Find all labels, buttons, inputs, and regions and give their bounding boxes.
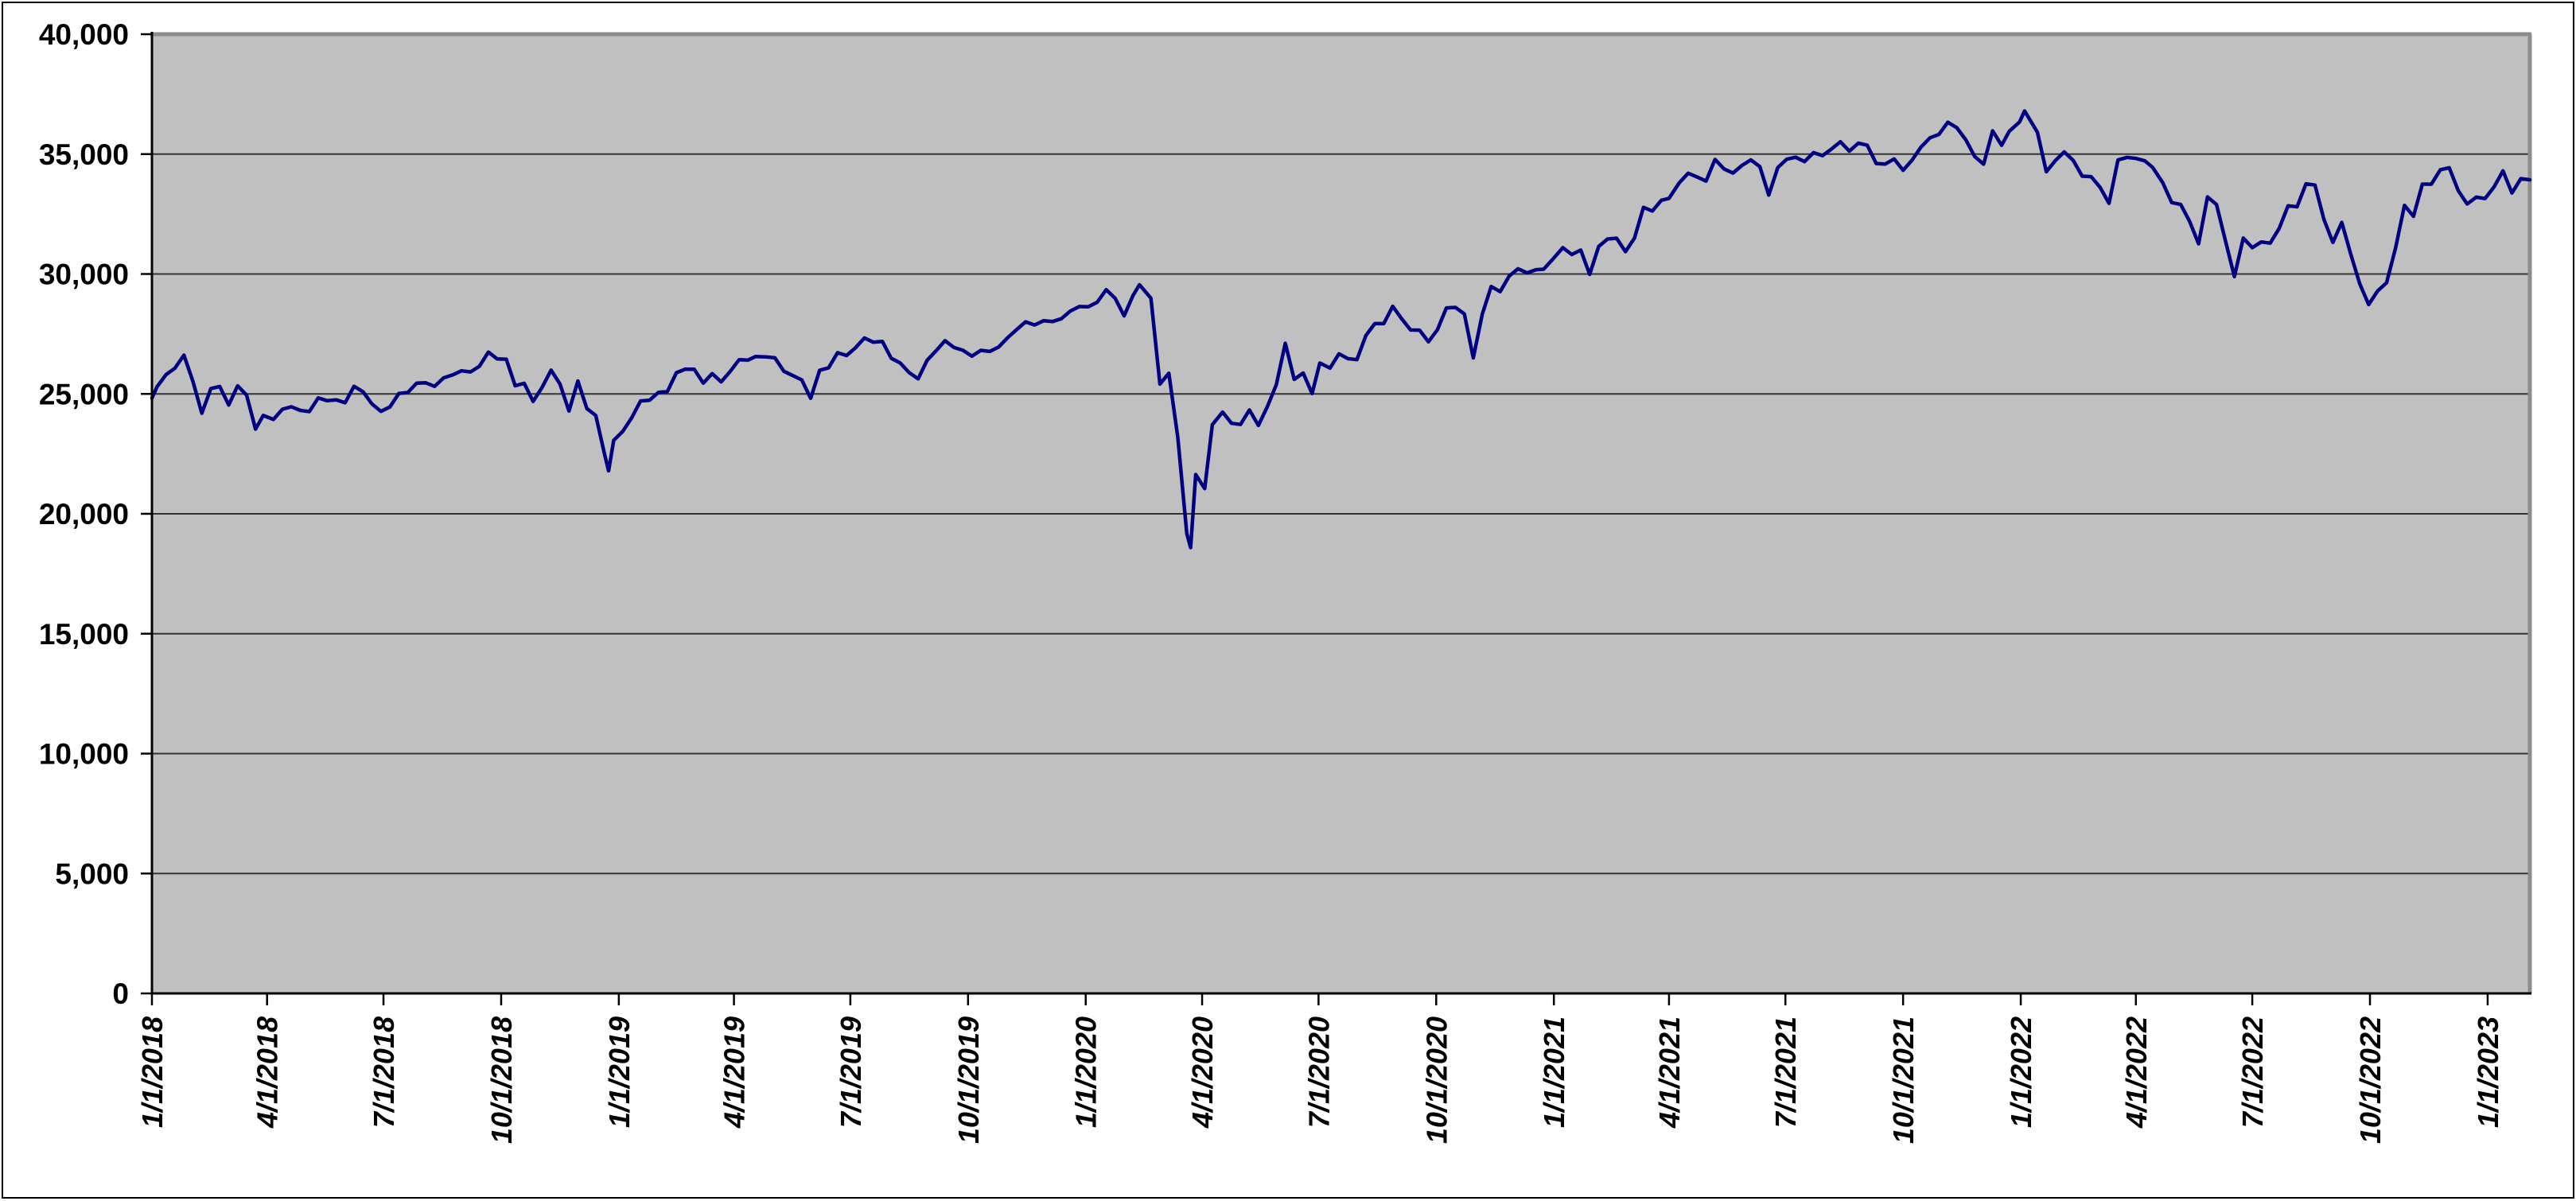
- x-axis-tick-label: 7/1/2019: [835, 1016, 867, 1128]
- x-axis-tick-label: 10/1/2018: [485, 1016, 518, 1144]
- y-axis-tick-label: 30,000: [39, 258, 129, 291]
- y-axis-tick-label: 15,000: [39, 618, 129, 651]
- x-axis-tick-label: 7/1/2022: [2236, 1016, 2269, 1128]
- x-axis-tick-label: 1/1/2018: [136, 1016, 169, 1128]
- y-axis-tick-label: 35,000: [39, 138, 129, 171]
- x-axis-tick-label: 1/1/2021: [1538, 1016, 1570, 1128]
- x-axis-tick-label: 1/1/2023: [2472, 1016, 2504, 1128]
- x-axis-tick-label: 4/1/2021: [1653, 1016, 1686, 1129]
- x-axis-tick-label: 10/1/2019: [952, 1016, 985, 1144]
- x-axis-tick-label: 4/1/2018: [251, 1016, 284, 1129]
- x-axis-tick-label: 7/1/2021: [1769, 1016, 1802, 1128]
- x-axis-tick-label: 4/1/2019: [718, 1016, 751, 1129]
- x-axis-tick-label: 10/1/2020: [1420, 1016, 1453, 1144]
- x-axis-tick-label: 4/1/2020: [1186, 1016, 1219, 1129]
- x-axis-tick-label: 10/1/2021: [1887, 1016, 1920, 1144]
- x-axis-tick-label: 1/1/2020: [1070, 1016, 1103, 1128]
- y-axis-tick-label: 20,000: [39, 498, 129, 531]
- price-line-series: [150, 109, 2532, 550]
- y-axis-tick-label: 25,000: [39, 378, 129, 410]
- y-axis-tick-label: 40,000: [39, 18, 129, 51]
- x-axis-tick-label: 1/1/2019: [603, 1016, 636, 1128]
- x-axis-tick-label: 4/1/2022: [2120, 1016, 2153, 1129]
- y-axis-tick-label: 5,000: [55, 857, 129, 890]
- x-axis-tick-label: 10/1/2022: [2354, 1016, 2387, 1144]
- y-axis-tick-label: 10,000: [39, 738, 129, 771]
- x-axis-tick-label: 7/1/2018: [368, 1016, 400, 1128]
- x-axis-tick-label: 7/1/2020: [1302, 1016, 1335, 1128]
- y-axis-tick-label: 0: [112, 978, 129, 1010]
- x-axis-tick-label: 1/1/2022: [2005, 1016, 2037, 1128]
